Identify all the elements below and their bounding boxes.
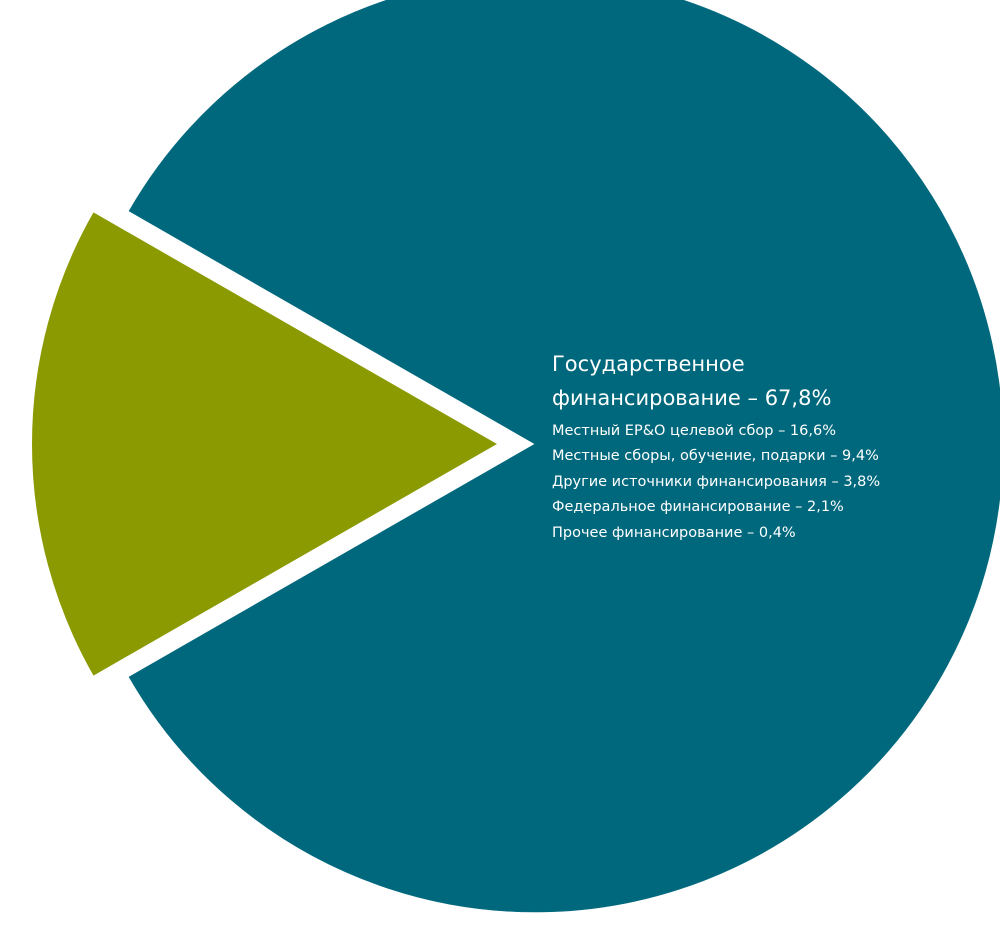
label-local-fees: Местные сборы, обучение, подарки – 9,4% <box>552 448 879 464</box>
pie-slice-2 <box>128 24 536 445</box>
pie-slices <box>30 0 1000 913</box>
label-misc-funding: Прочее финансирование – 0,4% <box>552 525 796 541</box>
label-other-sources: Другие источники финансирования – 3,8% <box>552 474 880 490</box>
pie-slice-4 <box>434 0 536 445</box>
label-state-funding-line2: финансирование – 67,8% <box>552 386 831 410</box>
label-federal-funding: Федеральное финансирование – 2,1% <box>552 499 844 515</box>
label-state-funding-line1: Государственное <box>552 352 745 376</box>
label-local-epo-levy: Местный EP&O целевой сбор – 16,6% <box>552 423 836 439</box>
pie-labels: Государственное финансирование – 67,8% М… <box>552 352 880 541</box>
pie-slice-0 <box>128 0 1000 913</box>
pie-slice-3 <box>326 0 536 445</box>
pie-slice-1 <box>30 209 502 679</box>
